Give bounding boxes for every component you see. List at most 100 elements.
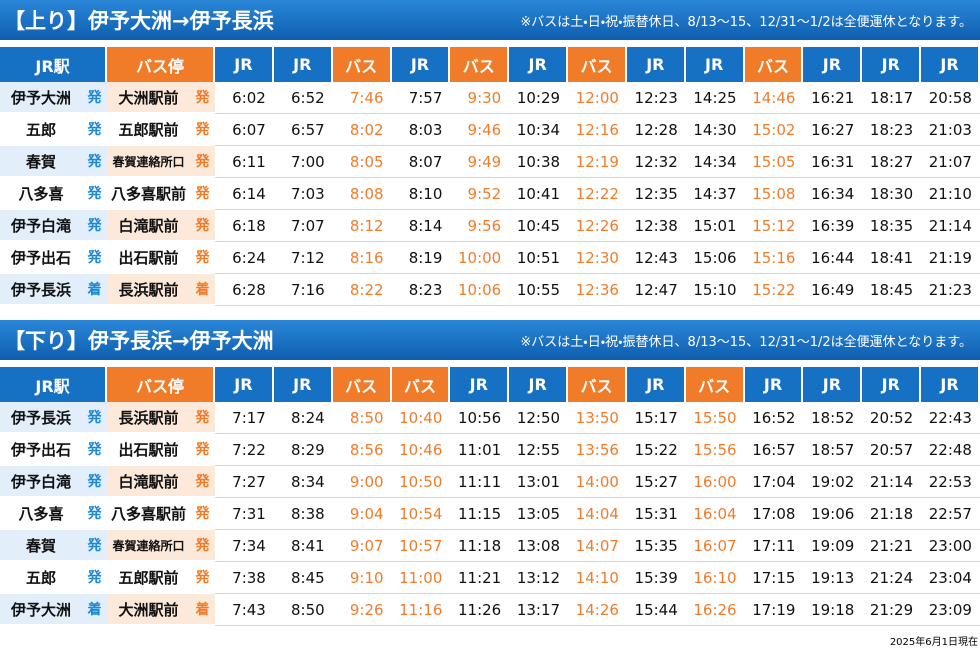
time: 11:15 [450, 498, 510, 530]
time: 12:35 [626, 178, 686, 210]
time: 17:11 [744, 530, 804, 562]
station-name: 伊予白滝 [0, 210, 82, 242]
time: 12:43 [626, 242, 686, 274]
time: 8:38 [273, 498, 333, 530]
header-column: JR [921, 47, 980, 82]
title-bar [0, 0, 980, 40]
time: 10:45 [509, 210, 569, 242]
bus-stop-name: 大洲駅前 [107, 594, 190, 626]
time: 8:24 [273, 402, 333, 434]
time: 11:16 [391, 594, 451, 626]
time: 8:29 [273, 434, 333, 466]
header-column: JR [626, 367, 686, 402]
time: 21:03 [921, 114, 980, 146]
header-column: JR [273, 47, 333, 82]
header-column: JR [509, 367, 569, 402]
time: 7:07 [273, 210, 333, 242]
bus-stop-mark: 発 [190, 402, 215, 434]
time: 8:19 [391, 242, 451, 274]
bus-stop-name: 五郎駅前 [107, 114, 190, 146]
time: 9:46 [450, 114, 510, 146]
header-column: バス [568, 367, 627, 402]
time: 12:16 [568, 114, 627, 146]
time: 9:10 [332, 562, 392, 594]
header-column: JR [215, 367, 274, 402]
time: 12:36 [568, 274, 627, 306]
station-name: 伊予大洲 [0, 594, 82, 626]
time: 12:55 [509, 434, 569, 466]
time: 9:52 [450, 178, 510, 210]
bus-stop-mark: 発 [190, 114, 215, 146]
section-note: ※バスは土・日・祝・振替休日、8/13〜15、12/31〜1/2は全便運休となり… [520, 334, 972, 350]
time: 11:21 [450, 562, 510, 594]
header-column: JR [391, 47, 451, 82]
time: 17:08 [744, 498, 804, 530]
time: 7:46 [332, 82, 392, 114]
time: 6:57 [273, 114, 333, 146]
header-column: JR [685, 47, 745, 82]
time: 13:12 [509, 562, 569, 594]
station-mark: 着 [82, 594, 107, 626]
station-name: 伊予出石 [0, 434, 82, 466]
time: 12:38 [626, 210, 686, 242]
footer-date: 2025年6月1日現在 [889, 636, 978, 648]
time: 18:57 [803, 434, 863, 466]
time: 7:57 [391, 82, 451, 114]
time: 21:24 [862, 562, 922, 594]
time: 16:04 [685, 498, 745, 530]
time: 16:52 [744, 402, 804, 434]
time: 16:44 [803, 242, 863, 274]
bus-stop-mark: 発 [190, 210, 215, 242]
time: 8:02 [332, 114, 392, 146]
station-mark: 発 [82, 562, 107, 594]
time: 9:30 [450, 82, 510, 114]
bus-stop-name: 出石駅前 [107, 434, 190, 466]
time: 8:22 [332, 274, 392, 306]
time: 13:50 [568, 402, 627, 434]
bus-stop-name: 出石駅前 [107, 242, 190, 274]
station-mark: 発 [82, 82, 107, 114]
time: 6:14 [215, 178, 274, 210]
time: 7:00 [273, 146, 333, 178]
time: 7:27 [215, 466, 274, 498]
time: 6:24 [215, 242, 274, 274]
time: 8:14 [391, 210, 451, 242]
time: 11:01 [450, 434, 510, 466]
time: 10:56 [450, 402, 510, 434]
bus-stop-mark: 発 [190, 498, 215, 530]
time: 19:09 [803, 530, 863, 562]
time: 21:19 [921, 242, 980, 274]
time: 8:05 [332, 146, 392, 178]
time: 14:10 [568, 562, 627, 594]
time: 8:07 [391, 146, 451, 178]
time: 8:10 [391, 178, 451, 210]
time: 10:55 [509, 274, 569, 306]
time: 16:57 [744, 434, 804, 466]
time: 6:52 [273, 82, 333, 114]
station-mark: 発 [82, 434, 107, 466]
time: 11:00 [391, 562, 451, 594]
time: 10:46 [391, 434, 451, 466]
section-title: 【上り】伊予大洲→伊予長浜 [4, 9, 274, 33]
time: 10:00 [450, 242, 510, 274]
time: 21:14 [921, 210, 980, 242]
time: 19:02 [803, 466, 863, 498]
time: 12:47 [626, 274, 686, 306]
time: 10:40 [391, 402, 451, 434]
time: 16:07 [685, 530, 745, 562]
time: 15:31 [626, 498, 686, 530]
time: 10:51 [509, 242, 569, 274]
time: 12:28 [626, 114, 686, 146]
station-mark: 発 [82, 530, 107, 562]
time: 6:28 [215, 274, 274, 306]
time: 7:17 [215, 402, 274, 434]
station-mark: 発 [82, 466, 107, 498]
time: 12:50 [509, 402, 569, 434]
section-title: 【下り】伊予長浜→伊予大洲 [4, 329, 274, 353]
header-column: JR [921, 367, 980, 402]
time: 17:04 [744, 466, 804, 498]
bus-stop-mark: 発 [190, 82, 215, 114]
time: 20:58 [921, 82, 980, 114]
header-column: バス [450, 47, 510, 82]
